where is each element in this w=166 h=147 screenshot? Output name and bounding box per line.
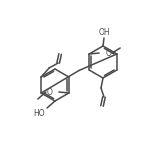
Text: O: O — [105, 49, 111, 57]
Text: HO: HO — [33, 108, 45, 117]
Text: O: O — [47, 87, 53, 96]
Text: OH: OH — [98, 27, 110, 36]
